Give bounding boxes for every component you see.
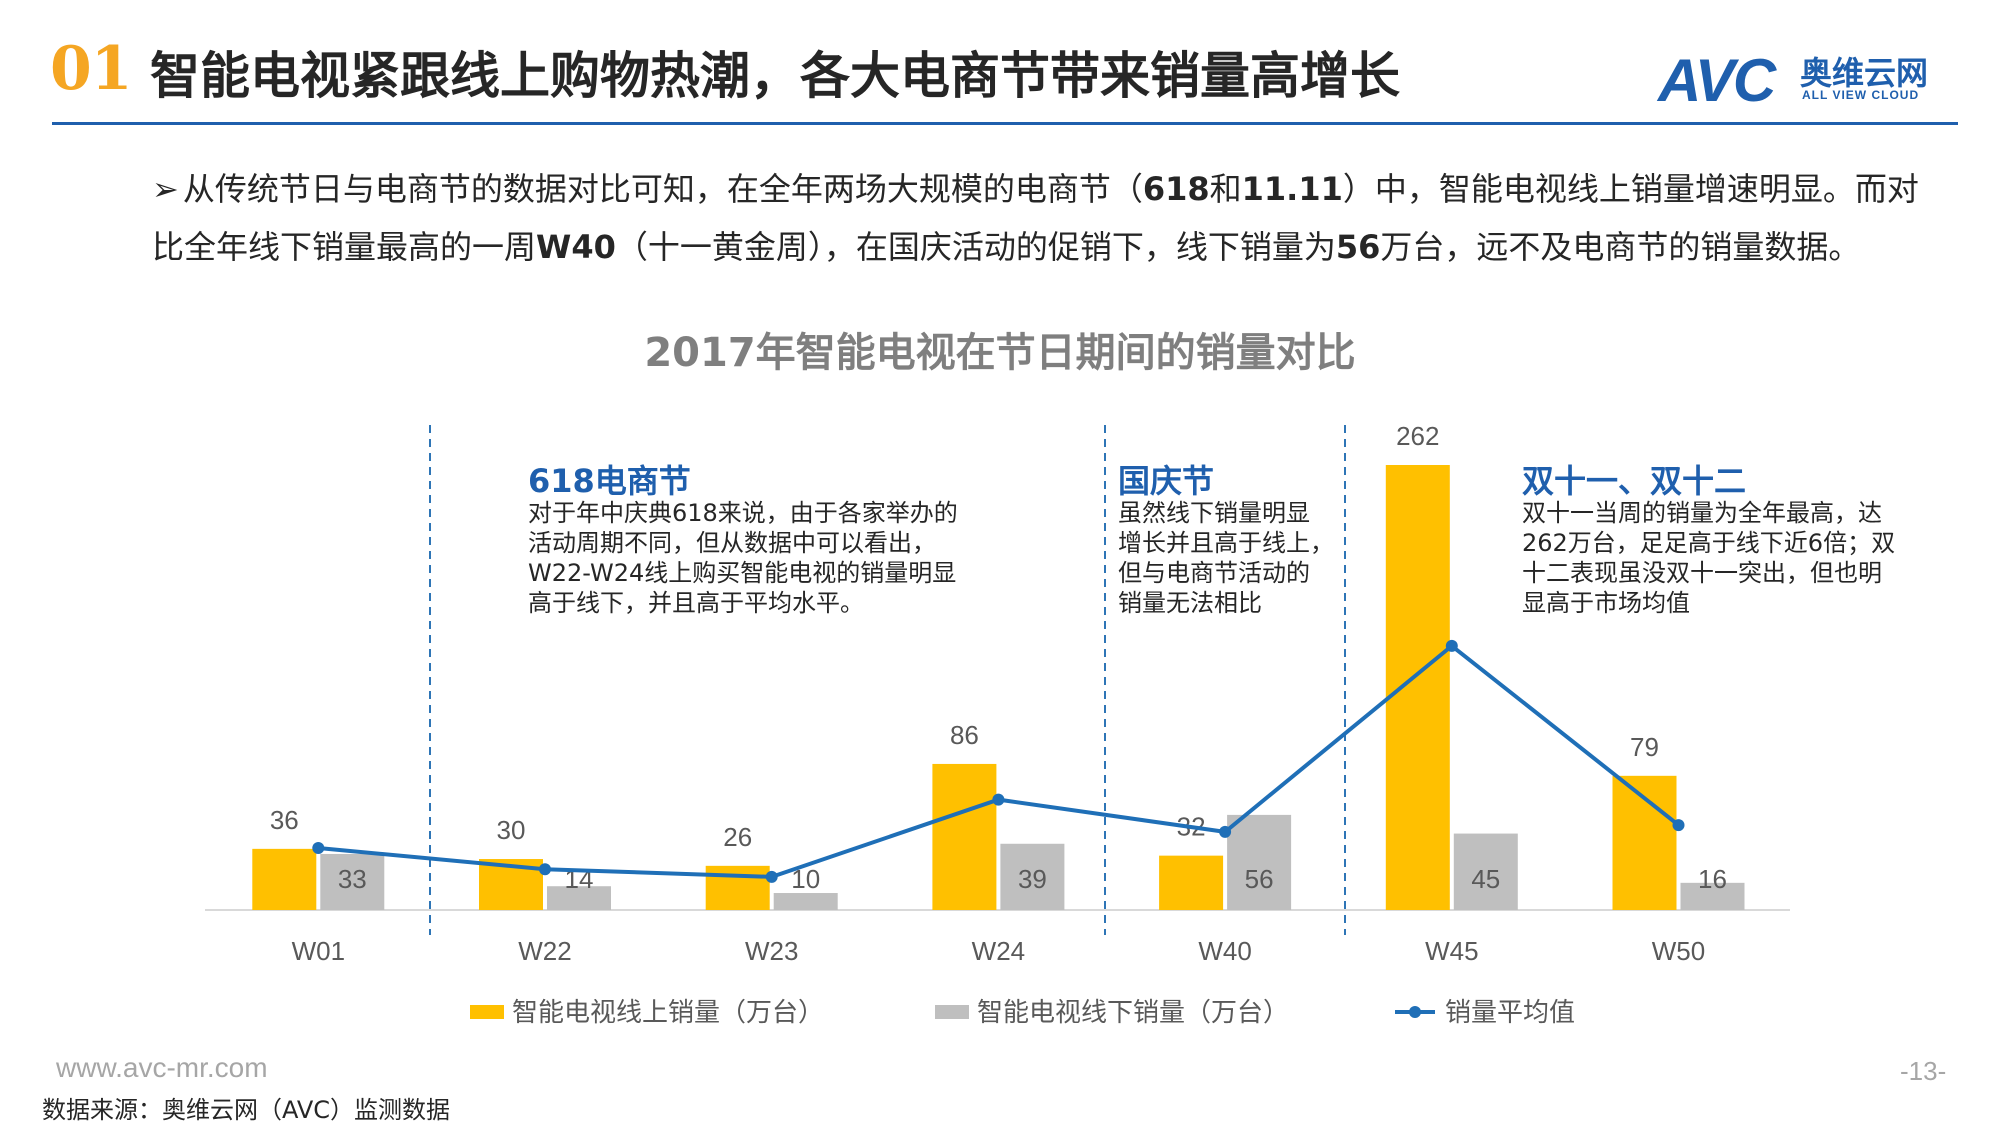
- data-label-online-w22: 30: [497, 815, 526, 845]
- x-tick-label: W01: [292, 936, 345, 966]
- x-tick-label: W45: [1425, 936, 1478, 966]
- page-number: -13-: [1900, 1056, 1947, 1086]
- chart-title: 2017年智能电视在节日期间的销量对比: [644, 330, 1356, 376]
- data-label-offline-w40: 56: [1245, 864, 1274, 894]
- x-tick-label: W40: [1198, 936, 1251, 966]
- footer-url: www.avc-mr.com: [56, 1052, 268, 1083]
- average-point-w24: [992, 793, 1005, 806]
- data-label-online-w45: 262: [1396, 421, 1439, 451]
- annotation-double11-body: 双十一当周的销量为全年最高，达 262万台，足足高于线下近6倍；双 十二表现虽没…: [1522, 498, 1895, 618]
- annotation-line: 增长并且高于线上，: [1118, 529, 1334, 557]
- section-number: 01: [50, 34, 132, 104]
- bar-online-w45: [1385, 465, 1450, 910]
- annotation-618-title: 618电商节: [528, 462, 691, 500]
- data-label-offline-w50: 16: [1698, 864, 1727, 894]
- bullet-arrow-icon: ➢: [152, 170, 179, 208]
- average-point-w01: [312, 842, 325, 855]
- header-divider: [52, 122, 1958, 125]
- annotation-national-day-body: 虽然线下销量明显 增长并且高于线上， 但与电商节活动的 销量无法相比: [1118, 498, 1334, 618]
- bar-offline-w50: [1680, 882, 1745, 910]
- legend-average-label: 销量平均值: [1445, 998, 1575, 1028]
- brand-logo-cn: 奥维云网: [1800, 54, 1929, 92]
- annotation-line: 对于年中庆典618来说，由于各家举办的: [528, 499, 958, 527]
- annotation-618-body: 对于年中庆典618来说，由于各家举办的 活动周期不同，但从数据中可以看出， W2…: [528, 498, 958, 618]
- annotation-line: 但与电商节活动的: [1118, 559, 1310, 587]
- annotation-line: 活动周期不同，但从数据中可以看出，: [528, 529, 936, 557]
- annotation-line: 显高于市场均值: [1522, 589, 1690, 617]
- bar-offline-w22: [547, 886, 611, 910]
- data-label-online-w01: 36: [270, 805, 299, 835]
- bar-online-w24: [932, 763, 997, 910]
- legend-offline-swatch: [935, 1005, 969, 1019]
- data-label-online-w23: 26: [723, 822, 752, 852]
- bar-online-w01: [252, 848, 317, 910]
- bar-offline-w24: [1000, 843, 1065, 910]
- summary-text-5: 万台，远不及电商节的销量数据。: [1380, 228, 1861, 266]
- data-source-note: 数据来源：奥维云网（AVC）监测数据: [42, 1096, 451, 1124]
- x-tick-label: W23: [745, 936, 798, 966]
- bar-offline-w45: [1453, 833, 1518, 910]
- brand-logo: AVC: [1658, 47, 1776, 114]
- annotation-line: 销量无法相比: [1118, 589, 1262, 617]
- annotation-line: W22-W24线上购买智能电视的销量明显: [528, 559, 957, 587]
- summary-bold-2: 11.11: [1241, 170, 1343, 208]
- summary-text-2: 和: [1209, 170, 1242, 208]
- summary-paragraph: ➢ 从传统节日与电商节的数据对比可知，在全年两场大规模的电商节（618和11.11…: [152, 160, 1942, 276]
- annotation-national-day-title: 国庆节: [1118, 462, 1215, 500]
- average-point-w50: [1672, 819, 1685, 832]
- annotation-line: 高于线下，并且高于平均水平。: [528, 589, 864, 617]
- summary-text-3: ）中，智能电视线上销量增速明显。而对比全年线下销量最高的一周: [152, 170, 1919, 266]
- data-label-online-w50: 79: [1630, 732, 1659, 762]
- bar-offline-w23: [773, 893, 838, 910]
- annotation-line: 262万台，足足高于线下近6倍；双: [1522, 529, 1896, 557]
- x-tick-label: W50: [1652, 936, 1705, 966]
- summary-text-4: （十一黄金周），在国庆活动的促销下，线下销量为: [615, 228, 1336, 266]
- legend-average-marker: [1409, 1006, 1421, 1018]
- legend-online-label: 智能电视线上销量（万台）: [512, 998, 824, 1028]
- data-label-offline-w24: 39: [1018, 864, 1047, 894]
- legend-offline-label: 智能电视线下销量（万台）: [977, 998, 1289, 1028]
- bar-offline-w40: [1227, 814, 1292, 910]
- bar-online-w23: [705, 865, 770, 910]
- average-point-w45: [1445, 639, 1458, 652]
- x-tick-label: W24: [972, 936, 1025, 966]
- summary-text-1: 从传统节日与电商节的数据对比可知，在全年两场大规模的电商节（: [182, 170, 1143, 208]
- x-tick-label: W22: [518, 936, 571, 966]
- summary-bold-3: W40: [536, 228, 616, 266]
- annotation-line: 十二表现虽没双十一突出，但也明: [1522, 559, 1882, 587]
- brand-logo-en: ALL VIEW CLOUD: [1802, 88, 1920, 102]
- annotation-line: 虽然线下销量明显: [1118, 499, 1310, 527]
- average-point-w23: [765, 870, 778, 883]
- legend-online-swatch: [470, 1005, 504, 1019]
- average-point-w22: [539, 863, 551, 876]
- data-label-offline-w01: 33: [338, 864, 367, 894]
- data-label-offline-w45: 45: [1471, 864, 1500, 894]
- summary-bold-1: 618: [1142, 170, 1210, 208]
- bar-offline-w01: [320, 853, 385, 910]
- data-label-online-w24: 86: [950, 720, 979, 750]
- bar-online-w40: [1159, 855, 1224, 910]
- annotation-double11-title: 双十一、双十二: [1522, 462, 1747, 500]
- annotation-line: 双十一当周的销量为全年最高，达: [1522, 499, 1882, 527]
- average-point-w40: [1219, 825, 1232, 838]
- summary-bold-4: 56: [1335, 228, 1381, 266]
- page-title: 智能电视紧跟线上购物热潮，各大电商节带来销量高增长: [150, 47, 1400, 105]
